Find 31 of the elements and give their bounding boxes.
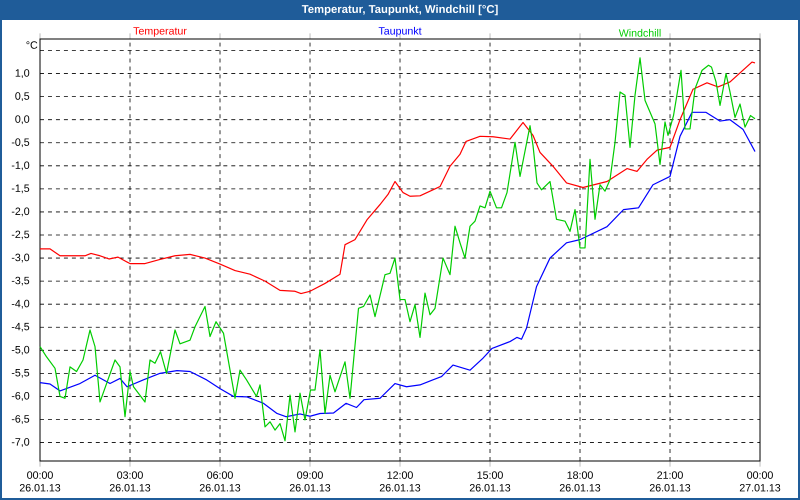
y-tick-label: 0,0 — [15, 115, 30, 124]
y-tick-label: -3,0 — [12, 254, 30, 262]
x-tick-label: 09:00 26.01.13 — [290, 471, 330, 492]
y-tick-label: -0,5 — [12, 138, 30, 148]
y-tick-label: -6,0 — [12, 392, 30, 401]
x-tick-label: 15:00 26.01.13 — [470, 471, 510, 492]
x-tick-label: 00:00 26.01.13 — [20, 471, 60, 492]
y-tick-label: -4,0 — [12, 300, 30, 309]
y-tick-label: -2,0 — [12, 208, 30, 216]
y-tick-label: -2,5 — [12, 230, 30, 240]
x-tick-label: 03:00 26.01.13 — [110, 471, 150, 492]
y-tick-label: 0,5 — [15, 92, 30, 102]
y-tick-label: -4,5 — [12, 322, 30, 332]
x-tick-label: 21:00 26.01.13 — [650, 471, 690, 492]
y-tick-label: -5,0 — [12, 346, 30, 355]
y-tick-label: -1,0 — [12, 161, 30, 170]
y-tick-label: -3,5 — [12, 276, 30, 286]
text: Temperatur — [133, 27, 187, 37]
y-tick-label: -6,5 — [12, 415, 30, 424]
y-tick-label: -5,5 — [12, 369, 30, 378]
x-tick-label: 12:00 26.01.13 — [380, 471, 420, 492]
y-tick-label: -7,0 — [12, 438, 30, 447]
y-tick-label: -1,5 — [12, 184, 30, 194]
text: Taupunkt — [378, 26, 422, 37]
x-tick-label: 18:00 26.01.13 — [560, 471, 600, 492]
y-tick-label: 1,0 — [16, 69, 30, 78]
x-tick-label: 00:00 27.01.13 — [740, 471, 780, 492]
text: Windchill — [618, 28, 661, 37]
chart-title: Temperatur, Taupunkt, Windchill [°C] — [302, 4, 498, 16]
x-tick-label: 06:00 26.01.13 — [200, 471, 240, 492]
y-axis-title: °C — [26, 41, 38, 49]
